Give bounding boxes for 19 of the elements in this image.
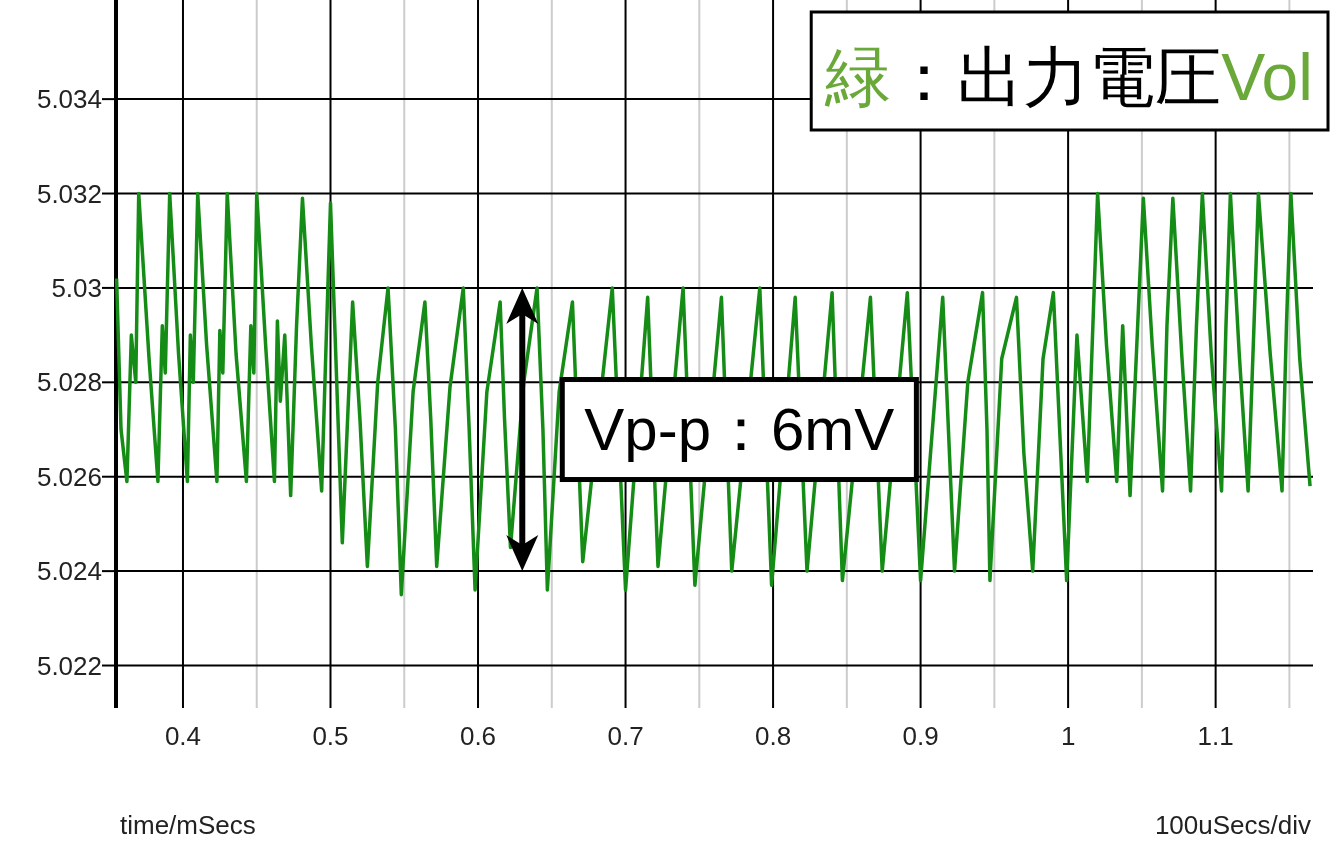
annotation: Vp-p：6mV (584, 395, 895, 463)
x-tick-label: 0.8 (754, 721, 792, 751)
x-tick-label: 0.5 (312, 721, 349, 751)
y-tick-label: 5.03 (51, 272, 102, 303)
x-axis-title: time/mSecs (120, 810, 256, 840)
y-tick-label: 5.028 (36, 367, 102, 398)
title: 緑：出力電圧Vol (809, 10, 1330, 132)
x-tick-label: 0.9 (902, 721, 939, 751)
x-tick-label: 0.7 (607, 721, 644, 751)
y-tick-label: 5.032 (36, 178, 102, 209)
text: 100uSecs/div (1154, 810, 1311, 840)
x-tick-label: 1 (1060, 721, 1076, 751)
y-tick-label: 5.024 (36, 556, 102, 587)
y-tick-label: 5.026 (36, 461, 102, 492)
x-tick-label: 0.4 (164, 721, 202, 751)
y-tick-label: 5.022 (36, 650, 102, 681)
x-tick-label: 0.6 (459, 721, 497, 751)
y-tick-label: 5.034 (36, 84, 102, 115)
x-tick-label: 1.1 (1197, 721, 1234, 751)
